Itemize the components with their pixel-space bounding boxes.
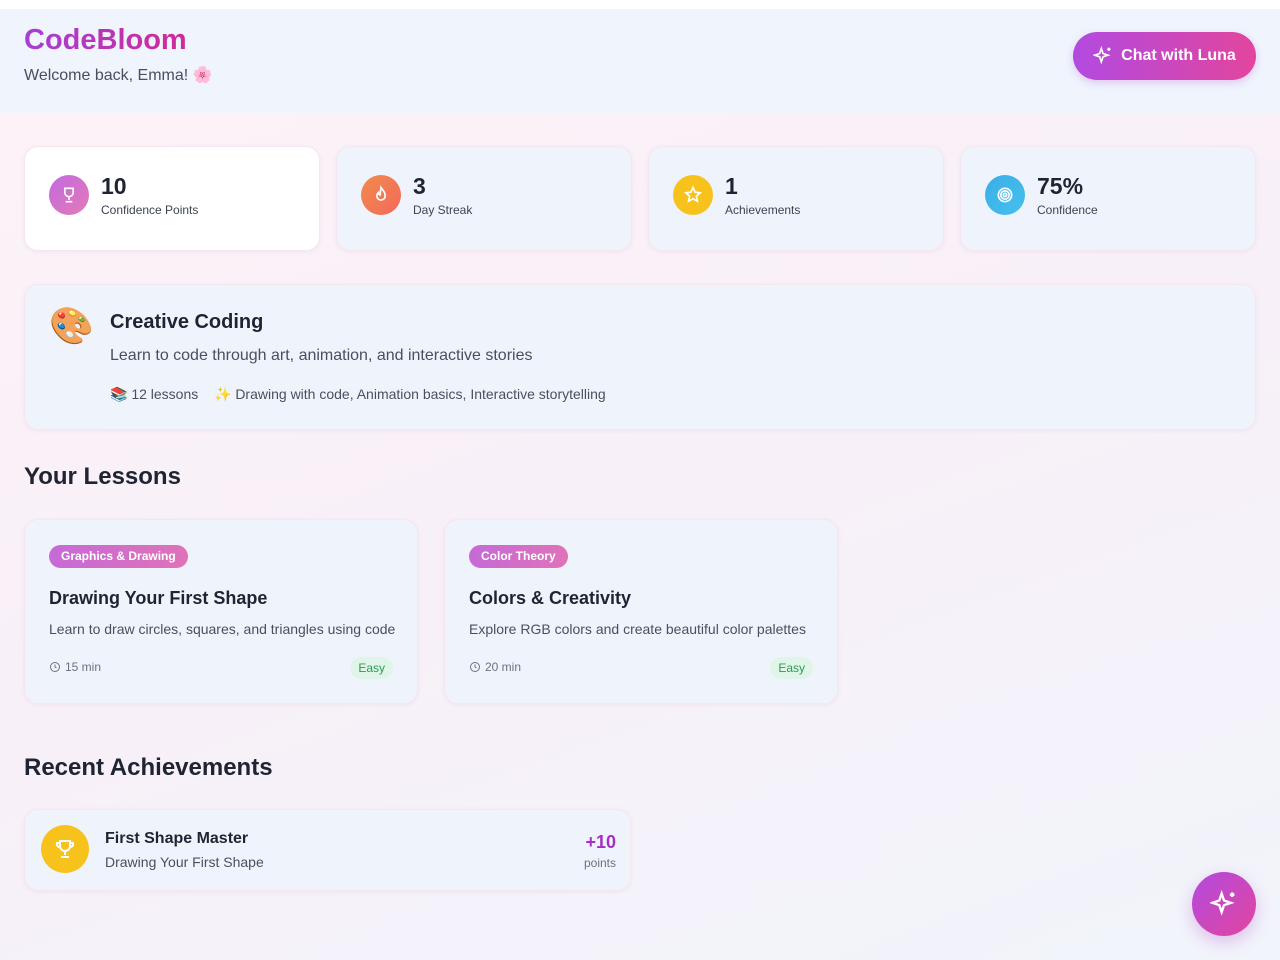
achievement-points: +10 [585, 832, 616, 852]
stat-value: 1 [725, 173, 738, 199]
lesson-tag: Color Theory [469, 545, 568, 568]
stat-icon [49, 175, 89, 215]
lesson-description: Learn to draw circles, squares, and tria… [49, 621, 396, 637]
achievement-points-label: points [583, 856, 616, 870]
lesson-duration-text: 20 min [485, 660, 522, 674]
stat-label: Achievements [725, 203, 801, 217]
top-strip [0, 0, 1280, 9]
course-title: Creative Coding [110, 311, 264, 333]
lesson-duration-text: 15 min [65, 660, 102, 674]
lesson-difficulty: Easy [770, 657, 813, 679]
stat-value: 75% [1037, 173, 1084, 199]
brand: CodeBloom [24, 24, 187, 56]
lesson-description: Explore RGB colors and create beautiful … [469, 621, 806, 637]
section-title: Your Lessons [24, 463, 181, 490]
lesson-difficulty: Easy [350, 657, 393, 679]
stat-value: 3 [413, 173, 426, 199]
section-title: Recent Achievements [24, 754, 273, 781]
lesson-card[interactable]: Color Theory Colors & Creativity Explore R… [444, 519, 838, 704]
course-icon: 🎨 [49, 305, 94, 346]
lesson-duration: 20 min [469, 660, 521, 674]
course-lessons: 📚 12 lessons [110, 386, 199, 402]
trophy-icon [41, 825, 89, 873]
stat-label: Day Streak [413, 203, 473, 217]
lesson-title: Drawing Your First Shape [49, 588, 268, 608]
stat-icon [361, 175, 401, 215]
lesson-card[interactable]: Graphics & Drawing Drawing Your First Sha… [24, 519, 418, 704]
achievement-subtitle: Drawing Your First Shape [105, 854, 264, 870]
stat-label: Confidence Points [101, 203, 199, 217]
achievement-title: First Shape Master [105, 830, 249, 847]
stat-card: 75% Confidence [960, 146, 1256, 251]
stat-label: Confidence [1037, 203, 1098, 217]
clock-icon [470, 662, 480, 672]
welcome-text: Welcome back, Emma! 🌸 [24, 67, 213, 84]
stat-value: 10 [101, 173, 127, 199]
floating-chat-button[interactable] [1192, 872, 1256, 936]
course-topics: ✨ Drawing with code, Animation basics, I… [214, 386, 606, 402]
lesson-duration: 15 min [49, 660, 101, 674]
header [0, 9, 1280, 113]
clock-icon [50, 662, 60, 672]
achievement-card: First Shape Master Drawing Your First Sh… [24, 809, 631, 891]
course-card: 🎨 Creative Coding Learn to code through … [24, 284, 1256, 430]
chat-button[interactable]: Chat with Luna [1073, 32, 1256, 80]
chat-button-label: Chat with Luna [1121, 47, 1236, 64]
course-description: Learn to code through art, animation, an… [110, 347, 533, 364]
stat-card: 3 Day Streak [336, 146, 632, 251]
stat-icon [985, 175, 1025, 215]
stat-card: 1 Achievements [648, 146, 944, 251]
stat-card: 10 Confidence Points [24, 146, 320, 251]
stat-icon [673, 175, 713, 215]
sparkle-icon [1093, 46, 1111, 65]
lesson-title: Colors & Creativity [469, 588, 632, 608]
lesson-tag: Graphics & Drawing [49, 545, 188, 568]
